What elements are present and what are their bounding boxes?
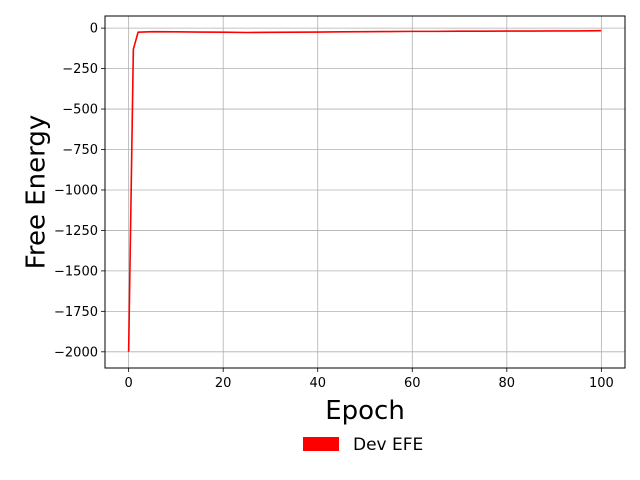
y-tick-label: −2000 xyxy=(54,345,98,360)
x-tick-label: 20 xyxy=(215,376,232,391)
grid xyxy=(105,16,625,368)
y-tick-label: 0 xyxy=(90,22,98,37)
y-tick-label: −250 xyxy=(62,62,98,77)
series-line-dev-efe xyxy=(127,29,602,352)
ticks: 0 20 40 60 80 100 0 −250 −500 −750 −1000 −1250 −1500… xyxy=(54,22,614,391)
legend-label-dev-efe: Dev EFE xyxy=(353,435,423,455)
x-tick-label: 60 xyxy=(404,376,421,391)
x-tick-label: 100 xyxy=(589,376,614,391)
y-tick-label: −1750 xyxy=(54,305,98,320)
y-tick-label: −500 xyxy=(62,103,98,118)
series-layer xyxy=(127,29,602,352)
y-tick-label: −1250 xyxy=(54,224,98,239)
y-tick-label: −1000 xyxy=(54,183,98,198)
plot-frame xyxy=(104,15,626,369)
y-axis-label: Free Energy xyxy=(22,115,52,269)
x-tick-label: 40 xyxy=(309,376,326,391)
legend: Dev EFE xyxy=(303,435,423,455)
y-tick-label: −750 xyxy=(62,143,98,158)
x-axis-label: Epoch xyxy=(325,396,405,426)
legend-swatch-dev-efe xyxy=(303,437,339,451)
x-tick-label: 80 xyxy=(499,376,516,391)
y-tick-label: −1500 xyxy=(54,264,98,279)
x-tick-label: 0 xyxy=(124,376,132,391)
